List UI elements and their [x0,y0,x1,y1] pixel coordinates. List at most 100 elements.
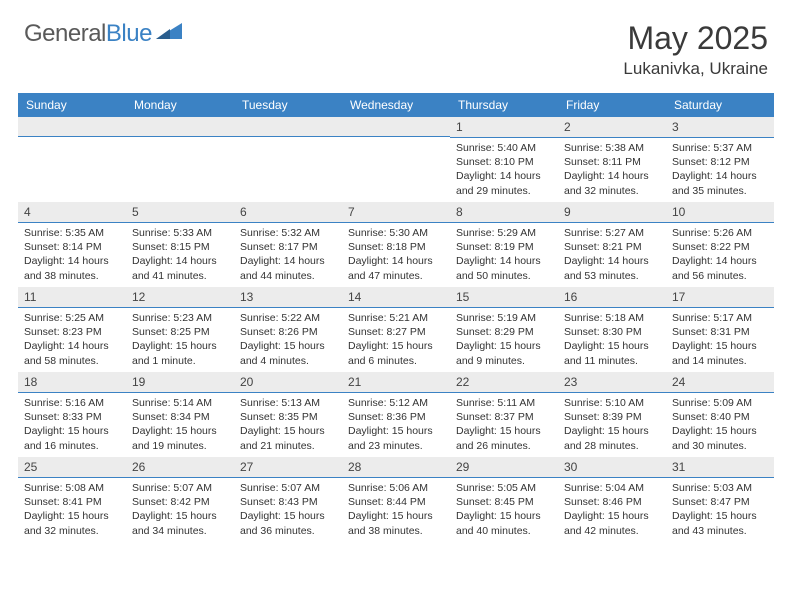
sunrise-text: Sunrise: 5:35 AM [24,226,120,240]
daylight-text-1: Daylight: 14 hours [24,254,120,268]
day-body: Sunrise: 5:08 AMSunset: 8:41 PMDaylight:… [18,478,126,540]
daylight-text-2: and 43 minutes. [672,524,768,538]
week-row: 1Sunrise: 5:40 AMSunset: 8:10 PMDaylight… [18,117,774,202]
sunset-text: Sunset: 8:45 PM [456,495,552,509]
daylight-text-2: and 47 minutes. [348,269,444,283]
daylight-text-2: and 32 minutes. [564,184,660,198]
sunset-text: Sunset: 8:46 PM [564,495,660,509]
day-body: Sunrise: 5:21 AMSunset: 8:27 PMDaylight:… [342,308,450,370]
daylight-text-1: Daylight: 14 hours [348,254,444,268]
sunset-text: Sunset: 8:39 PM [564,410,660,424]
daylight-text-2: and 26 minutes. [456,439,552,453]
sunrise-text: Sunrise: 5:05 AM [456,481,552,495]
daylight-text-2: and 16 minutes. [24,439,120,453]
month-title: May 2025 [623,20,768,57]
day-body: Sunrise: 5:29 AMSunset: 8:19 PMDaylight:… [450,223,558,285]
day-body: Sunrise: 5:07 AMSunset: 8:43 PMDaylight:… [234,478,342,540]
day-number: 24 [666,372,774,393]
day-cell: 8Sunrise: 5:29 AMSunset: 8:19 PMDaylight… [450,202,558,287]
sunset-text: Sunset: 8:33 PM [24,410,120,424]
daylight-text-2: and 11 minutes. [564,354,660,368]
day-number: 25 [18,457,126,478]
day-cell: 6Sunrise: 5:32 AMSunset: 8:17 PMDaylight… [234,202,342,287]
day-cell: 14Sunrise: 5:21 AMSunset: 8:27 PMDayligh… [342,287,450,372]
day-number: 18 [18,372,126,393]
sunrise-text: Sunrise: 5:30 AM [348,226,444,240]
daylight-text-1: Daylight: 15 hours [672,424,768,438]
day-cell: 1Sunrise: 5:40 AMSunset: 8:10 PMDaylight… [450,117,558,202]
sunset-text: Sunset: 8:11 PM [564,155,660,169]
sunrise-text: Sunrise: 5:38 AM [564,141,660,155]
sunrise-text: Sunrise: 5:06 AM [348,481,444,495]
day-body: Sunrise: 5:14 AMSunset: 8:34 PMDaylight:… [126,393,234,455]
daylight-text-1: Daylight: 15 hours [456,509,552,523]
daylight-text-2: and 38 minutes. [348,524,444,538]
day-number: 21 [342,372,450,393]
day-cell: 2Sunrise: 5:38 AMSunset: 8:11 PMDaylight… [558,117,666,202]
day-body: Sunrise: 5:10 AMSunset: 8:39 PMDaylight:… [558,393,666,455]
day-number [18,117,126,137]
sunrise-text: Sunrise: 5:33 AM [132,226,228,240]
day-cell: 19Sunrise: 5:14 AMSunset: 8:34 PMDayligh… [126,372,234,457]
day-number: 22 [450,372,558,393]
daylight-text-1: Daylight: 15 hours [564,339,660,353]
day-cell: 15Sunrise: 5:19 AMSunset: 8:29 PMDayligh… [450,287,558,372]
weekday-wed: Wednesday [342,93,450,117]
sunset-text: Sunset: 8:35 PM [240,410,336,424]
sunrise-text: Sunrise: 5:10 AM [564,396,660,410]
weekday-fri: Friday [558,93,666,117]
daylight-text-2: and 42 minutes. [564,524,660,538]
sunrise-text: Sunrise: 5:07 AM [132,481,228,495]
sunset-text: Sunset: 8:27 PM [348,325,444,339]
day-cell: 16Sunrise: 5:18 AMSunset: 8:30 PMDayligh… [558,287,666,372]
sunrise-text: Sunrise: 5:09 AM [672,396,768,410]
sunrise-text: Sunrise: 5:26 AM [672,226,768,240]
day-cell: 18Sunrise: 5:16 AMSunset: 8:33 PMDayligh… [18,372,126,457]
day-number: 12 [126,287,234,308]
daylight-text-1: Daylight: 14 hours [564,169,660,183]
day-number: 3 [666,117,774,138]
day-body: Sunrise: 5:17 AMSunset: 8:31 PMDaylight:… [666,308,774,370]
weekday-mon: Monday [126,93,234,117]
weekday-sat: Saturday [666,93,774,117]
day-number: 28 [342,457,450,478]
day-cell: 22Sunrise: 5:11 AMSunset: 8:37 PMDayligh… [450,372,558,457]
daylight-text-1: Daylight: 15 hours [24,509,120,523]
daylight-text-2: and 50 minutes. [456,269,552,283]
sunset-text: Sunset: 8:47 PM [672,495,768,509]
sunrise-text: Sunrise: 5:37 AM [672,141,768,155]
daylight-text-1: Daylight: 15 hours [240,339,336,353]
daylight-text-2: and 4 minutes. [240,354,336,368]
daylight-text-2: and 32 minutes. [24,524,120,538]
day-cell: 17Sunrise: 5:17 AMSunset: 8:31 PMDayligh… [666,287,774,372]
day-cell: 31Sunrise: 5:03 AMSunset: 8:47 PMDayligh… [666,457,774,542]
day-number: 16 [558,287,666,308]
sunrise-text: Sunrise: 5:11 AM [456,396,552,410]
day-body: Sunrise: 5:33 AMSunset: 8:15 PMDaylight:… [126,223,234,285]
logo-triangle-icon [156,21,182,44]
day-cell: 5Sunrise: 5:33 AMSunset: 8:15 PMDaylight… [126,202,234,287]
day-body [18,137,126,192]
day-body: Sunrise: 5:11 AMSunset: 8:37 PMDaylight:… [450,393,558,455]
day-body: Sunrise: 5:23 AMSunset: 8:25 PMDaylight:… [126,308,234,370]
daylight-text-1: Daylight: 15 hours [672,509,768,523]
logo-word1: General [24,20,106,47]
daylight-text-2: and 19 minutes. [132,439,228,453]
daylight-text-1: Daylight: 15 hours [672,339,768,353]
weekday-thu: Thursday [450,93,558,117]
day-body: Sunrise: 5:37 AMSunset: 8:12 PMDaylight:… [666,138,774,200]
sunrise-text: Sunrise: 5:25 AM [24,311,120,325]
sunset-text: Sunset: 8:43 PM [240,495,336,509]
sunset-text: Sunset: 8:15 PM [132,240,228,254]
day-number: 31 [666,457,774,478]
sunset-text: Sunset: 8:41 PM [24,495,120,509]
day-number: 29 [450,457,558,478]
day-cell: 4Sunrise: 5:35 AMSunset: 8:14 PMDaylight… [18,202,126,287]
day-body: Sunrise: 5:12 AMSunset: 8:36 PMDaylight:… [342,393,450,455]
day-cell: 13Sunrise: 5:22 AMSunset: 8:26 PMDayligh… [234,287,342,372]
day-cell: 26Sunrise: 5:07 AMSunset: 8:42 PMDayligh… [126,457,234,542]
day-cell: 30Sunrise: 5:04 AMSunset: 8:46 PMDayligh… [558,457,666,542]
day-body: Sunrise: 5:32 AMSunset: 8:17 PMDaylight:… [234,223,342,285]
sunset-text: Sunset: 8:31 PM [672,325,768,339]
daylight-text-1: Daylight: 14 hours [456,254,552,268]
